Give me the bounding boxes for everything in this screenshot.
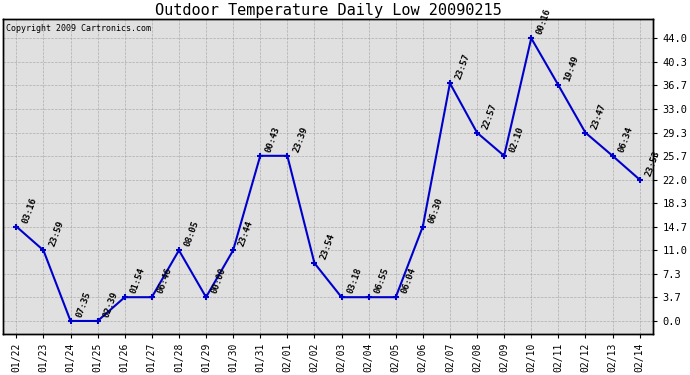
Text: 01:54: 01:54 [129,267,146,295]
Text: 23:54: 23:54 [319,232,336,261]
Title: Outdoor Temperature Daily Low 20090215: Outdoor Temperature Daily Low 20090215 [155,3,502,18]
Text: 03:16: 03:16 [21,196,38,224]
Text: 02:10: 02:10 [509,125,526,154]
Text: 06:30: 06:30 [427,196,444,224]
Text: 06:55: 06:55 [373,267,391,295]
Text: 22:57: 22:57 [481,102,499,130]
Text: 00:00: 00:00 [210,267,228,295]
Text: 06:34: 06:34 [617,125,634,154]
Text: 00:16: 00:16 [535,8,553,36]
Text: 23:53: 23:53 [644,149,662,177]
Text: 07:35: 07:35 [75,291,92,319]
Text: 23:47: 23:47 [590,102,607,130]
Text: 00:43: 00:43 [264,125,282,154]
Text: Copyright 2009 Cartronics.com: Copyright 2009 Cartronics.com [6,24,151,33]
Text: 03:18: 03:18 [346,267,364,295]
Text: 23:57: 23:57 [454,53,472,81]
Text: 23:39: 23:39 [291,125,309,154]
Text: 08:05: 08:05 [183,220,201,248]
Text: 23:59: 23:59 [48,220,66,248]
Text: 19:49: 19:49 [562,55,580,83]
Text: 23:44: 23:44 [237,220,255,248]
Text: 02:39: 02:39 [102,291,119,319]
Text: 06:46: 06:46 [156,267,174,295]
Text: 06:04: 06:04 [400,267,417,295]
